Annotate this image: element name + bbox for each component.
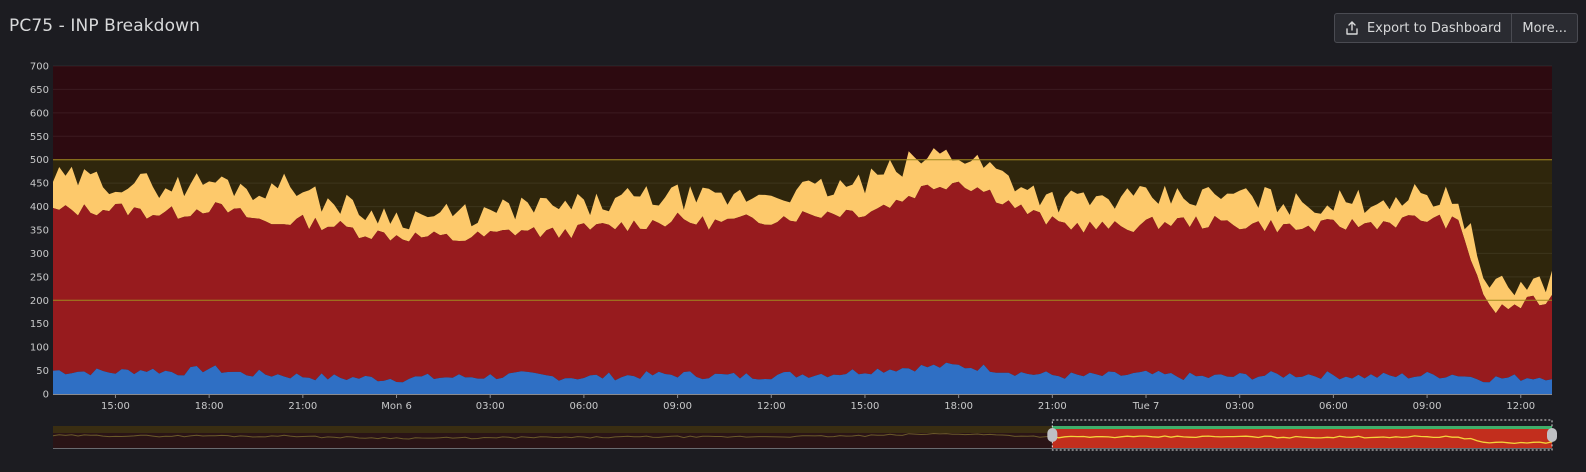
y-tick-label: 50 xyxy=(36,366,49,377)
y-tick-label: 150 xyxy=(30,319,49,330)
y-tick-label: 650 xyxy=(30,85,49,96)
x-tick-label: 06:00 xyxy=(569,401,598,412)
y-tick-label: 700 xyxy=(30,62,49,73)
x-tick-label: 21:00 xyxy=(288,401,317,412)
x-tick-label: 06:00 xyxy=(1319,401,1348,412)
series-top-area xyxy=(53,148,1552,314)
x-tick-label: 12:00 xyxy=(757,401,786,412)
series-bottom-area xyxy=(53,362,1552,394)
series-middle-area xyxy=(53,181,1552,383)
export-to-dashboard-button[interactable]: Export to Dashboard xyxy=(1335,14,1511,42)
y-tick-label: 500 xyxy=(30,155,49,166)
panel-toolbar: Export to Dashboard More... xyxy=(1333,13,1578,43)
y-tick-label: 400 xyxy=(30,202,49,213)
navigator-upper-band xyxy=(53,426,1552,433)
y-tick-label: 100 xyxy=(30,343,49,354)
more-button[interactable]: More... xyxy=(1511,14,1577,42)
x-tick-label: 12:00 xyxy=(1506,401,1535,412)
y-tick-label: 600 xyxy=(30,108,49,119)
x-tick-label: 15:00 xyxy=(101,401,130,412)
x-tick-label: 03:00 xyxy=(476,401,505,412)
y-tick-label: 0 xyxy=(43,390,49,401)
x-tick-label: Tue 7 xyxy=(1132,401,1160,412)
x-tick-label: 09:00 xyxy=(663,401,692,412)
more-label: More... xyxy=(1522,20,1567,36)
x-tick-label: 03:00 xyxy=(1225,401,1254,412)
y-tick-label: 250 xyxy=(30,272,49,283)
navigator-handle-right[interactable] xyxy=(1547,428,1557,442)
x-tick-label: 09:00 xyxy=(1413,401,1442,412)
panel-title: PC75 - INP Breakdown xyxy=(9,16,200,36)
x-tick-label: 18:00 xyxy=(195,401,224,412)
export-to-dashboard-label: Export to Dashboard xyxy=(1366,20,1502,36)
y-tick-label: 450 xyxy=(30,179,49,190)
y-tick-label: 200 xyxy=(30,296,49,307)
y-tick-label: 550 xyxy=(30,132,49,143)
navigator-selection-line xyxy=(1052,435,1553,445)
y-tick-label: 300 xyxy=(30,249,49,260)
export-icon xyxy=(1346,21,1358,35)
x-tick-label: 15:00 xyxy=(851,401,880,412)
navigator-handle-left[interactable] xyxy=(1047,428,1058,442)
x-tick-label: Mon 6 xyxy=(381,401,412,412)
band-poor xyxy=(53,66,1552,160)
x-tick-label: 18:00 xyxy=(944,401,973,412)
y-tick-label: 350 xyxy=(30,226,49,237)
navigator-selection-top xyxy=(1052,426,1552,429)
x-tick-label: 21:00 xyxy=(1038,401,1067,412)
